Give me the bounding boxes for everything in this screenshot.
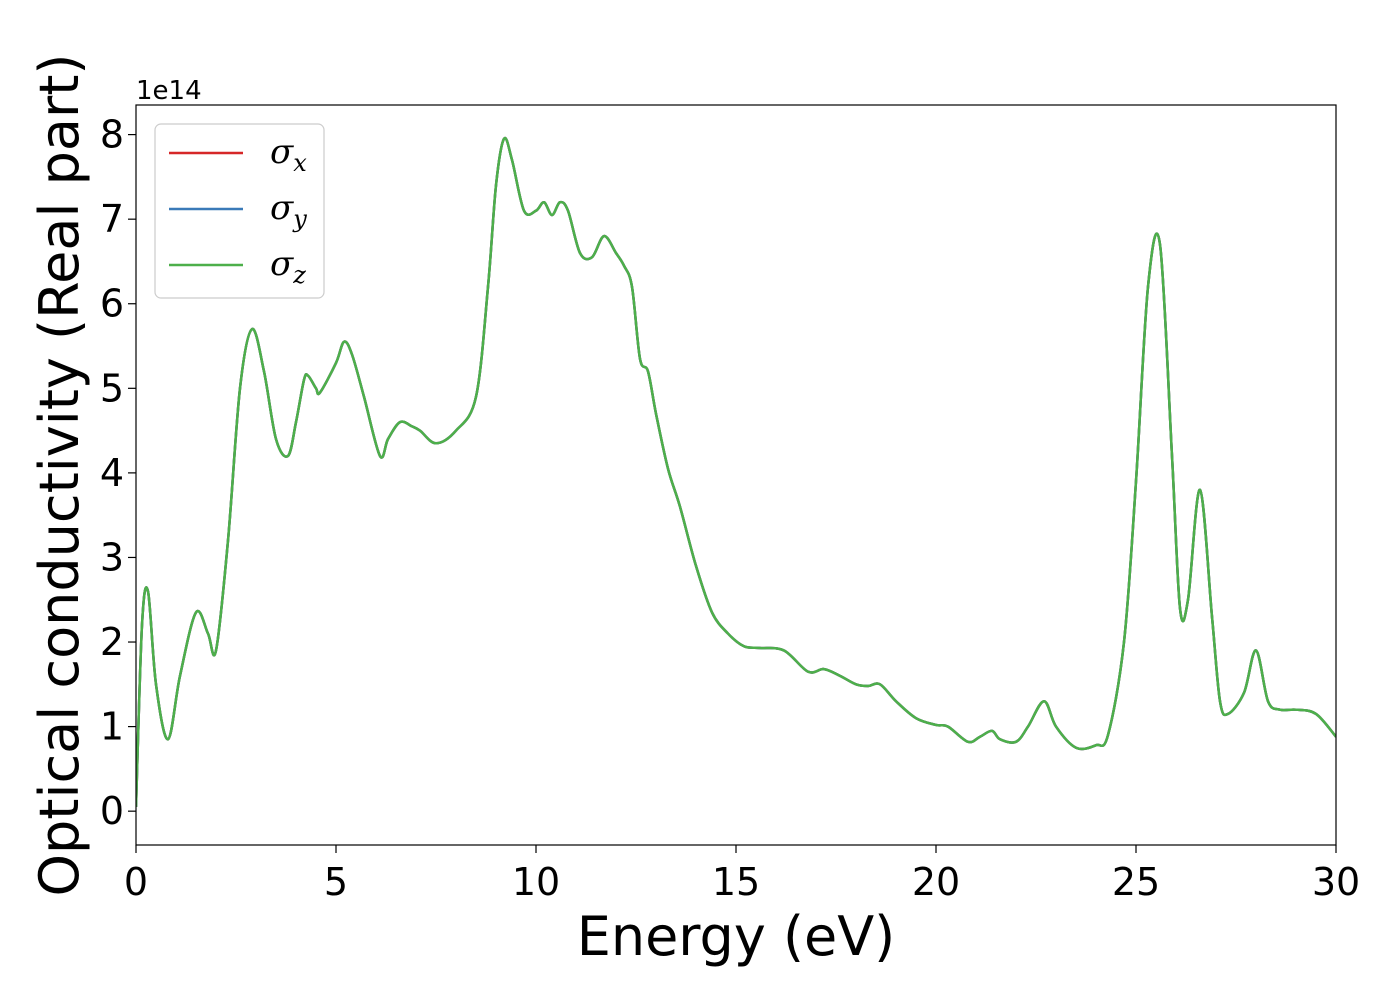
- x-tick-label: 0: [124, 860, 148, 904]
- y-tick-label: 0: [100, 789, 124, 833]
- y-tick-label: 6: [100, 282, 124, 326]
- x-tick-label: 5: [324, 860, 348, 904]
- y-tick-label: 7: [100, 197, 124, 241]
- y-tick-label: 4: [100, 451, 124, 495]
- x-axis: 0 5 10 15 20 25 30: [124, 845, 1360, 904]
- legend-box: [154, 123, 325, 299]
- y-tick-label: 2: [100, 620, 124, 664]
- legend-subscript: z: [292, 261, 306, 289]
- legend-subscript: y: [292, 205, 307, 233]
- y-axis: 0 1 2 3 4 5 6 7 8: [100, 113, 136, 833]
- legend-label: σy: [270, 188, 307, 233]
- x-tick-label: 25: [1112, 860, 1160, 904]
- x-axis-title: Energy (eV): [577, 905, 896, 968]
- x-tick-label: 30: [1312, 860, 1360, 904]
- x-tick-label: 15: [712, 860, 760, 904]
- y-tick-label: 1: [100, 705, 124, 749]
- legend-label: σz: [270, 244, 306, 289]
- y-axis-title: Optical conductivity (Real part): [28, 54, 91, 897]
- x-tick-label: 20: [912, 860, 960, 904]
- series-line-σz: [136, 136, 1336, 807]
- y-tick-label: 3: [100, 535, 124, 579]
- series-layer: [136, 136, 1336, 807]
- y-offset-label: 1e14: [136, 76, 202, 106]
- legend-symbol: σ: [270, 132, 294, 172]
- legend-label: σx: [270, 132, 307, 177]
- legend-subscript: x: [293, 149, 307, 177]
- y-tick-label: 5: [100, 366, 124, 410]
- x-tick-label: 10: [512, 860, 560, 904]
- legend-symbol: σ: [270, 188, 294, 228]
- legend-symbol: σ: [270, 244, 294, 284]
- y-tick-label: 8: [100, 113, 124, 157]
